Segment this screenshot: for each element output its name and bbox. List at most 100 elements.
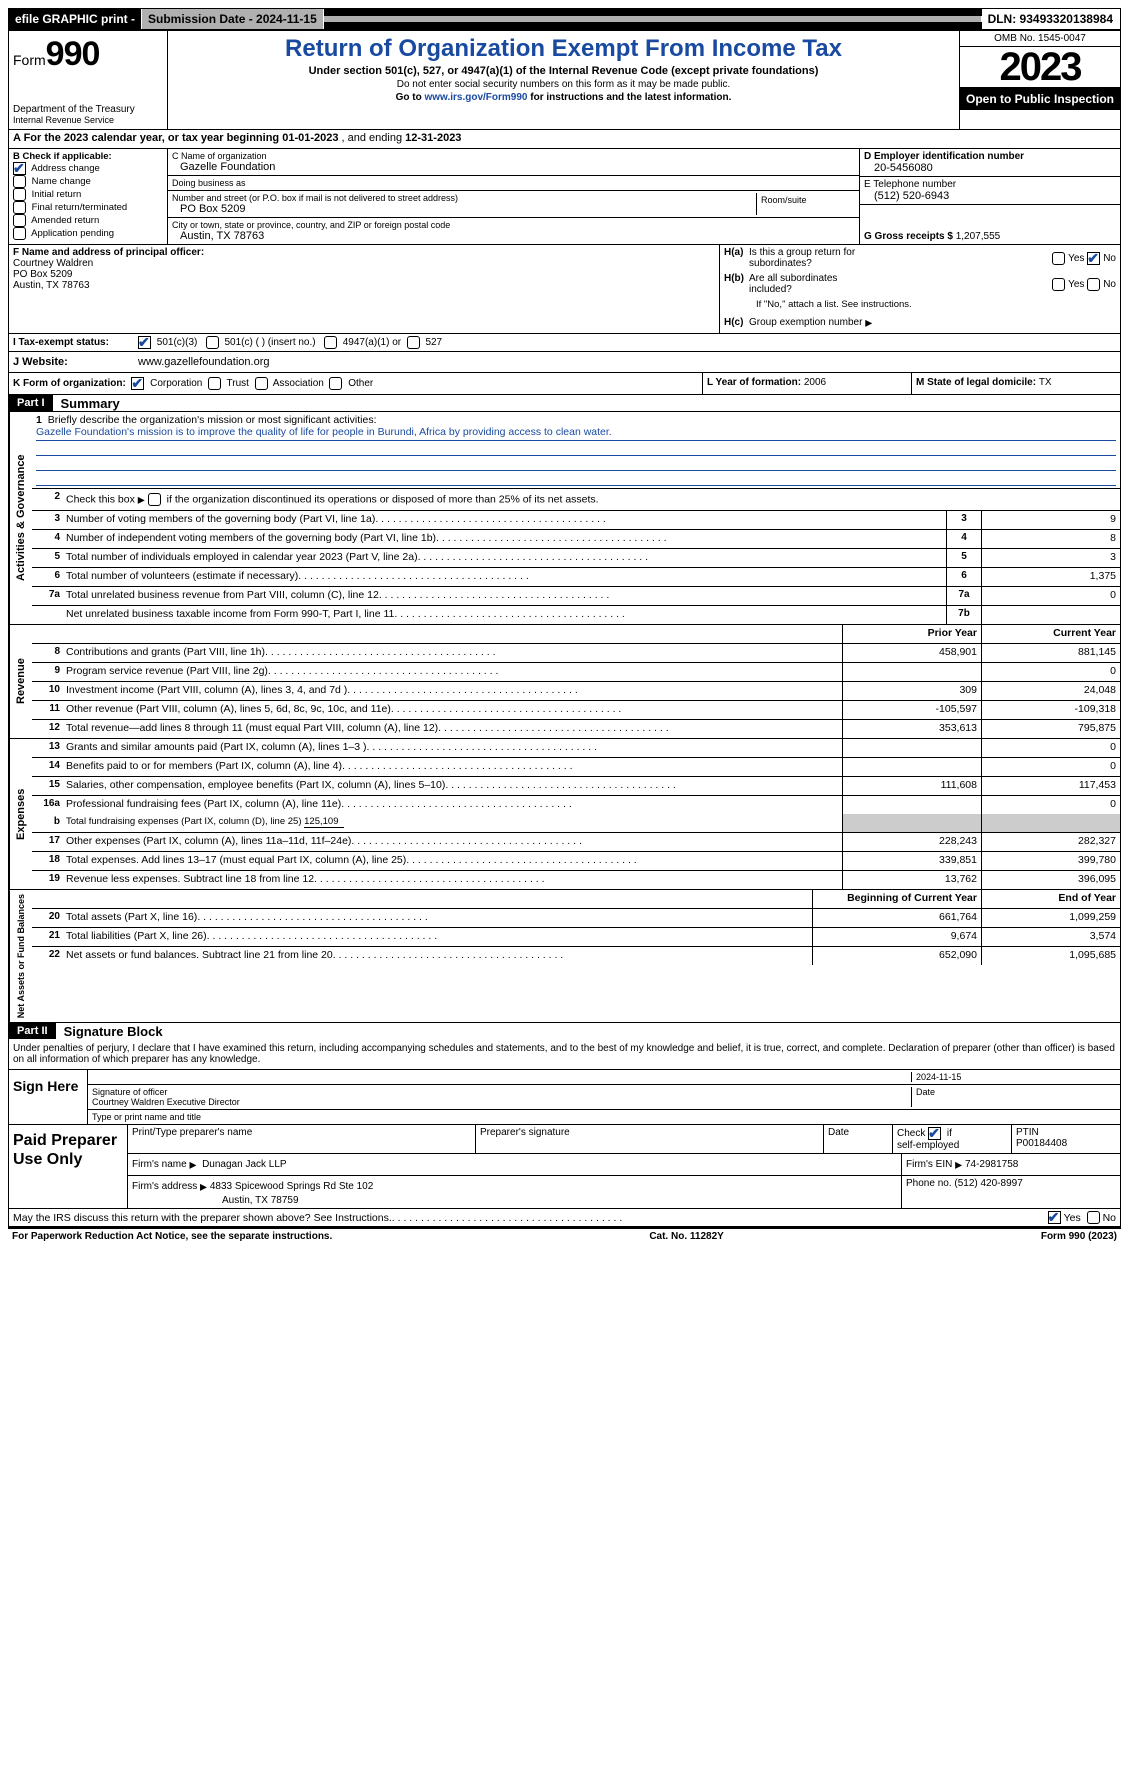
col-b-checkboxes: B Check if applicable: Address change Na…	[9, 149, 168, 244]
governance-block: Activities & Governance 1 Briefly descri…	[9, 411, 1120, 624]
cb-other[interactable]	[329, 377, 342, 390]
gov-line-3: 3 Number of voting members of the govern…	[32, 511, 1120, 530]
street-cell: Number and street (or P.O. box if mail i…	[168, 191, 859, 218]
gov-line-7a: 7a Total unrelated business revenue from…	[32, 587, 1120, 606]
cb-corporation[interactable]	[131, 377, 144, 390]
cb-initial-return[interactable]: Initial return	[13, 188, 163, 201]
ssn-note: Do not enter social security numbers on …	[172, 79, 955, 90]
section-h: H(a) Is this a group return for subordin…	[719, 245, 1120, 333]
arrow-icon	[200, 1181, 207, 1192]
header-center: Return of Organization Exempt From Incom…	[168, 31, 959, 129]
prior-current-header: Revenue Prior Year Current Year 8 Contri…	[9, 624, 1120, 738]
discuss-row: May the IRS discuss this return with the…	[9, 1208, 1120, 1226]
col-d-ein: D Employer identification number 20-5456…	[859, 149, 1120, 244]
begin-year-header: Beginning of Current Year	[812, 890, 981, 908]
cb-501c[interactable]	[206, 336, 219, 349]
principal-officer: F Name and address of principal officer:…	[9, 245, 719, 333]
ptin-value: P00184408	[1016, 1138, 1067, 1149]
ein-value: 20-5456080	[864, 162, 1116, 174]
rev-line-9: 9 Program service revenue (Part VIII, li…	[32, 663, 1120, 682]
section-fh: F Name and address of principal officer:…	[9, 244, 1120, 333]
firm-name: Dunagan Jack LLP	[202, 1159, 287, 1170]
arrow-icon	[955, 1159, 962, 1170]
line1-mission: 1 Briefly describe the organization's mi…	[32, 412, 1120, 488]
efile-label: efile GRAPHIC print -	[9, 9, 142, 29]
gov-line-4: 4 Number of independent voting members o…	[32, 530, 1120, 549]
arrow-icon	[189, 1159, 196, 1170]
hb-no[interactable]	[1087, 278, 1100, 291]
paid-preparer-row: Paid Preparer Use Only Print/Type prepar…	[9, 1125, 1120, 1208]
cb-address-change[interactable]: Address change	[13, 162, 163, 175]
city-state-zip: Austin, TX 78763	[172, 230, 855, 242]
header-right: OMB No. 1545-0047 2023 Open to Public In…	[959, 31, 1120, 129]
tax-year: 2023	[960, 47, 1120, 88]
cb-discontinued[interactable]	[148, 493, 161, 506]
netassets-label: Net Assets or Fund Balances	[9, 890, 32, 1022]
netassets-header: Beginning of Current Year End of Year	[32, 890, 1120, 909]
cb-trust[interactable]	[208, 377, 221, 390]
irs-link[interactable]: www.irs.gov/Form990	[424, 92, 527, 103]
h-c: H(c) Group exemption number	[720, 312, 1120, 333]
discuss-no[interactable]	[1087, 1211, 1100, 1224]
goto-note: Go to www.irs.gov/Form990 for instructio…	[172, 92, 955, 103]
ein-cell: D Employer identification number 20-5456…	[860, 149, 1120, 177]
sign-here-row: Sign Here 2024-11-15 Signature of office…	[9, 1070, 1120, 1125]
cat-no: Cat. No. 11282Y	[649, 1231, 723, 1242]
form-header: Form990 Department of the Treasury Inter…	[9, 31, 1120, 130]
hb-note: If "No," attach a list. See instructions…	[720, 297, 1120, 312]
perjury-statement: Under penalties of perjury, I declare th…	[9, 1039, 1120, 1070]
revenue-label: Revenue	[9, 625, 32, 738]
cb-amended[interactable]: Amended return	[13, 214, 163, 227]
rev-line-12: 12 Total revenue—add lines 8 through 11 …	[32, 720, 1120, 738]
k-row: K Form of organization: Corporation Trus…	[9, 372, 1120, 394]
na-line-22: 22 Net assets or fund balances. Subtract…	[32, 947, 1120, 965]
expenses-block: Expenses 13 Grants and similar amounts p…	[9, 738, 1120, 889]
expenses-label: Expenses	[9, 739, 32, 889]
part1-title: Summary	[53, 396, 120, 411]
cb-501c3[interactable]	[138, 336, 151, 349]
fundraising-total: 125,109	[304, 816, 344, 828]
cb-527[interactable]	[407, 336, 420, 349]
mission-text: Gazelle Foundation's mission is to impro…	[36, 426, 1116, 441]
col-header-row: Prior Year Current Year	[32, 625, 1120, 644]
sign-here-label: Sign Here	[9, 1070, 88, 1124]
firm-addr1: 4833 Spicewood Springs Rd Ste 102	[210, 1181, 373, 1192]
cb-4947[interactable]	[324, 336, 337, 349]
part2-tab: Part II	[9, 1023, 56, 1039]
part2-title: Signature Block	[56, 1024, 163, 1039]
room-suite: Room/suite	[756, 193, 855, 215]
state-domicile: M State of legal domicile: TX	[911, 373, 1120, 394]
cb-final-return[interactable]: Final return/terminated	[13, 201, 163, 214]
submission-date: Submission Date - 2024-11-15	[142, 9, 324, 29]
ha-no[interactable]	[1087, 252, 1100, 265]
part1-tab: Part I	[9, 395, 53, 411]
cb-association[interactable]	[255, 377, 268, 390]
exp-line-17: 17 Other expenses (Part IX, column (A), …	[32, 833, 1120, 852]
cb-app-pending[interactable]: Application pending	[13, 227, 163, 240]
form-title: Return of Organization Exempt From Incom…	[172, 35, 955, 63]
tax-status-row: I Tax-exempt status: 501(c)(3) 501(c) ( …	[9, 333, 1120, 351]
form-ref: Form 990 (2023)	[1041, 1231, 1117, 1242]
part1-header-row: Part I Summary	[9, 394, 1120, 411]
firm-addr2: Austin, TX 78759	[132, 1195, 299, 1206]
exp-line-18: 18 Total expenses. Add lines 13–17 (must…	[32, 852, 1120, 871]
org-name-cell: C Name of organization Gazelle Foundatio…	[168, 149, 859, 176]
paperwork-notice: For Paperwork Reduction Act Notice, see …	[12, 1231, 332, 1242]
form-subtitle: Under section 501(c), 527, or 4947(a)(1)…	[172, 65, 955, 77]
paid-preparer-label: Paid Preparer Use Only	[9, 1125, 128, 1208]
irs-label: Internal Revenue Service	[13, 115, 163, 125]
gross-receipts: 1,207,555	[956, 231, 1001, 242]
gov-line-5: 5 Total number of individuals employed i…	[32, 549, 1120, 568]
form-of-org: K Form of organization: Corporation Trus…	[9, 373, 702, 394]
dept-treasury: Department of the Treasury	[13, 104, 163, 115]
org-name: Gazelle Foundation	[172, 161, 855, 173]
ha-yes[interactable]	[1052, 252, 1065, 265]
cb-name-change[interactable]: Name change	[13, 175, 163, 188]
discuss-yes[interactable]	[1048, 1211, 1061, 1224]
public-inspection: Open to Public Inspection	[960, 88, 1120, 110]
exp-line-15: 15 Salaries, other compensation, employe…	[32, 777, 1120, 796]
exp-line-13: 13 Grants and similar amounts paid (Part…	[32, 739, 1120, 758]
prior-year-header: Prior Year	[842, 625, 981, 643]
hb-yes[interactable]	[1052, 278, 1065, 291]
cb-self-employed[interactable]	[928, 1127, 941, 1140]
